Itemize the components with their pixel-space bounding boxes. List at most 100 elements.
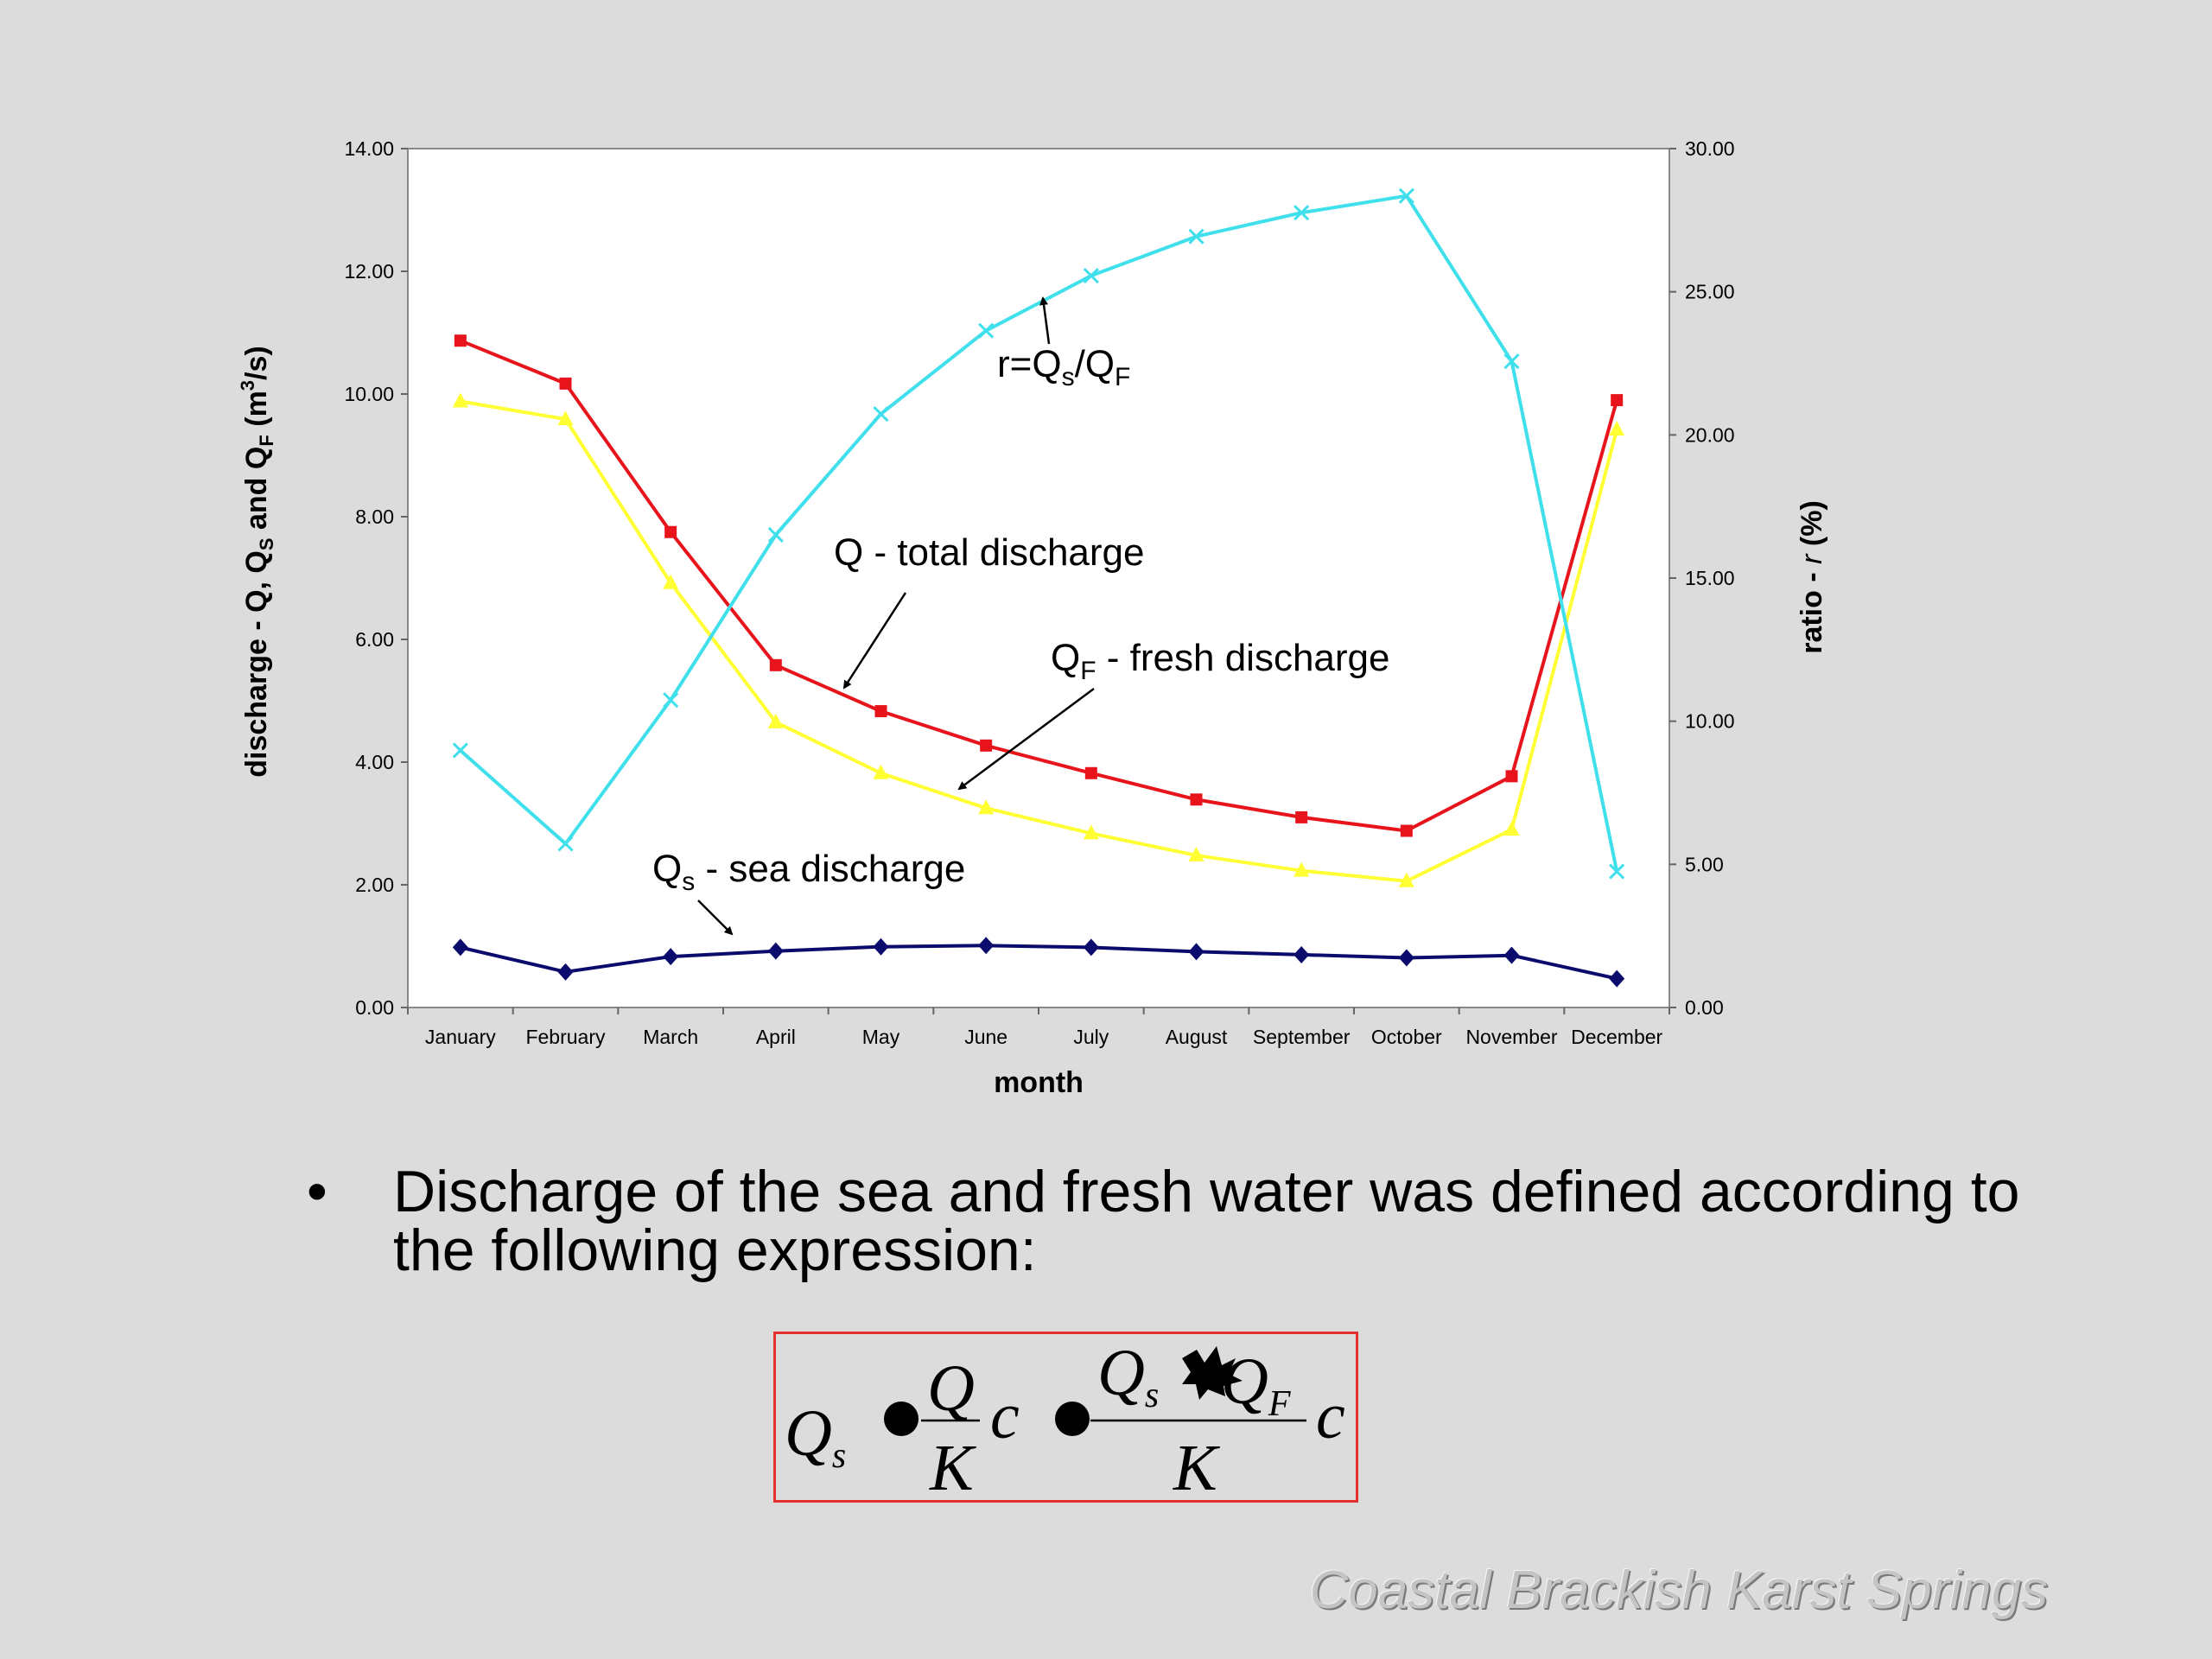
data-point — [1398, 949, 1414, 967]
series-line — [460, 339, 1619, 833]
data-point — [767, 526, 784, 543]
data-point — [454, 334, 467, 347]
annotation-sea-discharge: Qs - sea discharge — [652, 848, 965, 896]
series-line — [460, 944, 1618, 981]
data-point — [1609, 969, 1625, 988]
formula: Qs Q K c Qs QF K c — [785, 1337, 1345, 1504]
data-point — [1294, 205, 1310, 221]
arrow-total-discharge — [842, 592, 907, 690]
data-point — [978, 937, 995, 955]
annotation-ratio: r=Qs/QF — [997, 343, 1130, 391]
y-right-tick-label: 10.00 — [1685, 710, 1735, 733]
data-point — [1083, 268, 1099, 284]
series-diamond — [452, 937, 1625, 988]
data-point — [1398, 188, 1414, 204]
data-point — [663, 574, 679, 589]
data-point — [978, 322, 995, 339]
data-point — [452, 742, 468, 759]
data-point — [664, 525, 677, 538]
x-tick-label: February — [525, 1026, 606, 1048]
data-point — [1503, 353, 1520, 370]
x-tick-label: June — [964, 1026, 1007, 1048]
formula-lhs: Qs — [785, 1397, 846, 1476]
data-point — [874, 705, 887, 718]
data-point — [1188, 846, 1205, 861]
data-point — [557, 410, 574, 426]
formula-coefficient-2: c — [1316, 1380, 1345, 1452]
series-triangle — [452, 392, 1625, 887]
data-point — [1083, 938, 1099, 957]
data-point — [1295, 810, 1308, 823]
formula-minus-glyph — [1182, 1346, 1243, 1400]
data-point — [1188, 228, 1205, 245]
formula-denominator-1: K — [929, 1432, 976, 1504]
y-left-tick-label: 12.00 — [344, 260, 394, 283]
arrow-fresh-discharge — [957, 687, 1095, 791]
data-point — [452, 938, 468, 957]
formula-numerator-2a: Qs — [1097, 1337, 1159, 1415]
data-point — [1400, 824, 1413, 837]
y-left-tick-label: 10.00 — [344, 383, 394, 405]
x-tick-label: September — [1253, 1026, 1351, 1048]
data-point — [1188, 943, 1205, 961]
data-point — [557, 963, 574, 981]
bullet-text: Discharge of the sea and fresh water was… — [393, 1159, 2020, 1283]
data-point — [663, 948, 679, 966]
x-tick-label: January — [425, 1026, 496, 1048]
discharge-chart: 0.00 2.00 4.00 6.00 8.00 10.00 12.00 14.00 0.00 5… — [237, 137, 1828, 1099]
data-point — [663, 692, 679, 709]
annotation-fresh-discharge: QF - fresh discharge — [1051, 637, 1390, 685]
arrow-ratio — [1039, 296, 1051, 345]
data-point — [1505, 770, 1518, 783]
data-point — [767, 713, 784, 728]
y-left-tick-label: 6.00 — [355, 628, 394, 651]
data-point — [980, 739, 993, 752]
data-point — [978, 799, 995, 815]
x-tick-label: March — [643, 1026, 698, 1048]
data-point — [1398, 872, 1414, 887]
y-axis-left-title: discharge - Q, QS and QF (m3/s) — [237, 346, 277, 778]
data-point — [559, 377, 572, 390]
formula-numerator-1: Q — [927, 1352, 975, 1425]
data-point — [1609, 421, 1625, 436]
annotation-total-discharge: Q - total discharge — [834, 531, 1145, 574]
axes: 0.00 2.00 4.00 6.00 8.00 10.00 12.00 14.00 0.00 5… — [344, 137, 1734, 1048]
data-point — [1611, 394, 1624, 407]
data-point — [1084, 766, 1097, 779]
y-left-tick-label: 14.00 — [344, 137, 394, 160]
data-point — [873, 406, 889, 423]
x-axis-title: month — [994, 1066, 1084, 1099]
data-point — [1083, 824, 1099, 840]
data-point — [452, 392, 468, 408]
y-left-tick-label: 8.00 — [355, 505, 394, 528]
data-point — [873, 764, 889, 779]
y-right-tick-label: 30.00 — [1685, 137, 1735, 160]
y-axis-right-title: ratio - r (%) — [1796, 500, 1828, 654]
x-tick-label: December — [1571, 1026, 1662, 1048]
data-point — [1294, 861, 1310, 877]
data-point — [767, 942, 784, 960]
series-x — [452, 188, 1625, 880]
formula-denominator-2: K — [1173, 1432, 1220, 1504]
data-point — [1294, 945, 1310, 963]
data-point — [1503, 821, 1520, 836]
data-point — [1190, 793, 1203, 806]
series-square — [454, 334, 1624, 837]
formula-equals-glyph — [884, 1402, 918, 1436]
x-tick-label: April — [756, 1026, 796, 1048]
series-lines — [452, 188, 1625, 988]
x-tick-label: May — [862, 1026, 900, 1048]
x-tick-label: October — [1371, 1026, 1442, 1048]
series-line — [460, 399, 1619, 883]
y-left-tick-label: 4.00 — [355, 751, 394, 773]
y-right-tick-label: 25.00 — [1685, 281, 1735, 303]
series-line — [459, 194, 1619, 873]
x-tick-label: July — [1073, 1026, 1109, 1048]
data-point — [873, 938, 889, 956]
formula-box: Qs Q K c Qs QF K c — [773, 1332, 1358, 1504]
x-tick-label: November — [1465, 1026, 1557, 1048]
plot-area — [407, 148, 1670, 1008]
data-point — [557, 836, 574, 852]
y-right-tick-label: 20.00 — [1685, 423, 1735, 446]
footer-title: Coastal Brackish Karst Springs — [1309, 1560, 2048, 1620]
